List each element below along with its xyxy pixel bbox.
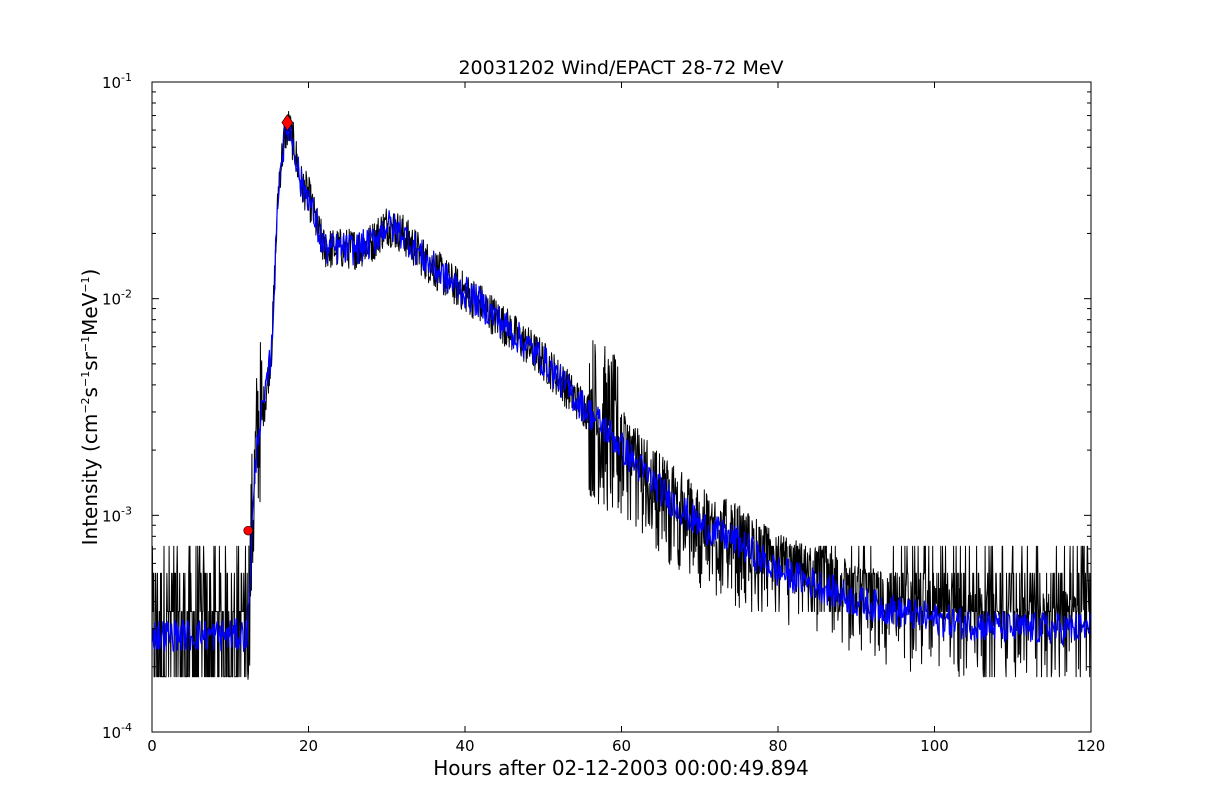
y-tick-label: 10-3 [102,504,132,525]
marker-onset [243,525,254,536]
y-tick-label: 10-4 [102,721,132,742]
x-tick-label: 0 [147,737,157,755]
y-axis-label-exponent: −1 [79,371,92,387]
plot-area [151,111,1092,680]
y-axis-label-part: s [78,387,102,397]
axis-ticks: 0 20 40 60 80 100 120 10-4 10-3 10-2 10-1 [102,71,1105,755]
chart-title: 20031202 Wind/EPACT 28-72 MeV [458,57,783,79]
y-tick-label: 10-2 [102,288,132,309]
y-axis-label-part: ) [78,269,102,277]
x-tick-label: 100 [920,737,949,755]
y-axis-label-exponent: −1 [79,336,92,352]
x-tick-label: 60 [612,737,631,755]
x-tick-label: 80 [768,737,787,755]
y-tick-label: 10-1 [102,71,132,92]
y-axis-label-part: Intensity (cm [78,414,102,546]
y-axis-label-part: MeV [78,292,102,336]
marker-peak [281,114,294,132]
x-tick-label: 120 [1077,737,1106,755]
x-tick-label: 40 [455,737,474,755]
y-axis-label-part: sr [78,351,102,370]
y-axis-label: Intensity (cm−2s−1sr−1MeV−1) [78,269,102,546]
series-line-raw [151,111,1092,680]
x-axis-label: Hours after 02-12-2003 00:00:49.894 [433,756,809,780]
y-axis-label-exponent: −1 [79,276,92,292]
y-axis-label-exponent: −2 [79,397,92,413]
series-line-smoothed [151,117,1092,653]
x-tick-label: 20 [299,737,318,755]
